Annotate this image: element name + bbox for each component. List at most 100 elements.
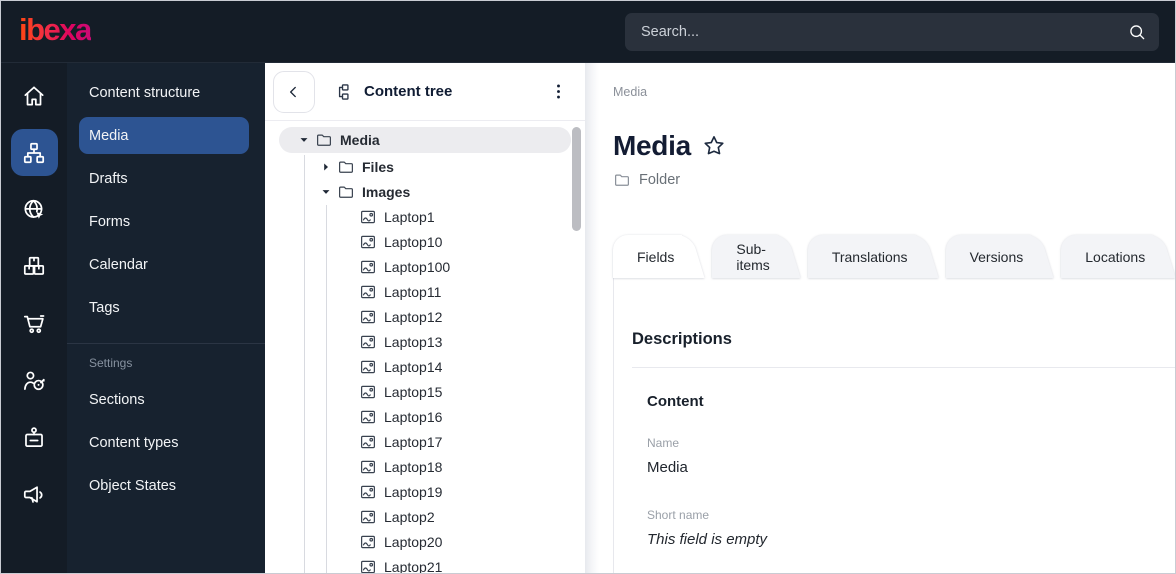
rail-item-audience-target[interactable] — [11, 357, 58, 404]
tree-node-label: Laptop1 — [384, 208, 435, 225]
tree-node-label: Laptop17 — [384, 433, 443, 450]
tree-node-laptop2[interactable]: Laptop2 — [265, 504, 585, 529]
image-icon — [359, 558, 377, 574]
caret-down-icon[interactable] — [295, 131, 313, 149]
folder-icon — [337, 183, 355, 201]
sidebar-item-content-types[interactable]: Content types — [67, 421, 265, 464]
package-boxes-icon — [21, 254, 47, 280]
sidebar-item-tags[interactable]: Tags — [67, 286, 265, 329]
content-tree-body: Media Files Images Laptop1 Laptop10 Laptop100… — [265, 121, 585, 573]
caret-spacer — [339, 333, 357, 351]
caret-spacer — [339, 433, 357, 451]
tree-node-laptop18[interactable]: Laptop18 — [265, 454, 585, 479]
caret-right-icon[interactable] — [317, 158, 335, 176]
tab-sub-items[interactable]: Sub-items — [712, 235, 778, 278]
caret-spacer — [339, 258, 357, 276]
sidebar-item-content-structure[interactable]: Content structure — [67, 71, 265, 114]
caret-spacer — [339, 383, 357, 401]
collapse-tree-button[interactable] — [273, 70, 315, 113]
group-title: Content — [647, 393, 704, 410]
tree-node-laptop13[interactable]: Laptop13 — [265, 329, 585, 354]
breadcrumb[interactable]: Media — [613, 85, 648, 99]
tab-label: Fields — [637, 248, 675, 265]
tree-options-button[interactable] — [543, 74, 573, 110]
image-icon — [359, 433, 377, 451]
tree-node-label: Laptop10 — [384, 233, 443, 250]
ibexa-logo[interactable]: ibexa — [19, 14, 92, 50]
tab-fields[interactable]: Fields — [613, 235, 683, 278]
rail-slot — [11, 295, 58, 352]
tab-versions[interactable]: Versions — [945, 235, 1032, 278]
tree-node-laptop10[interactable]: Laptop10 — [265, 229, 585, 254]
tab-translations[interactable]: Translations — [807, 235, 916, 278]
sidebar-menu: Content structure Media Drafts Forms Calenda… — [67, 63, 265, 573]
content-tree-header: Content tree — [265, 63, 585, 121]
sidebar-item-calendar[interactable]: Calendar — [67, 243, 265, 286]
image-icon — [359, 408, 377, 426]
rail-item-shopping-cart[interactable] — [11, 300, 58, 347]
sidebar-item-label: Calendar — [89, 256, 148, 273]
bookmark-star-icon[interactable] — [701, 133, 727, 159]
rail-item-id-badge[interactable] — [11, 414, 58, 461]
content-tree-panel: Content tree Media Files Images Laptop1 Lapt… — [265, 63, 585, 573]
tree-node-label: Laptop11 — [384, 283, 442, 300]
tree-node-laptop17[interactable]: Laptop17 — [265, 429, 585, 454]
tab-bar: Fields Sub-items Translations Versions Locat… — [613, 235, 1175, 278]
sidebar-item-forms[interactable]: Forms — [67, 200, 265, 243]
rail-slot — [11, 352, 58, 409]
field-label-short-name: Short name — [647, 508, 710, 522]
rail-slot — [11, 466, 58, 523]
tree-node-label: Laptop18 — [384, 458, 443, 475]
caret-down-icon[interactable] — [317, 183, 335, 201]
caret-spacer — [339, 233, 357, 251]
rail-item-megaphone[interactable] — [11, 471, 58, 518]
tree-node-laptop11[interactable]: Laptop11 — [265, 279, 585, 304]
rail-item-globe-cursor[interactable] — [11, 186, 58, 233]
tree-node-laptop14[interactable]: Laptop14 — [265, 354, 585, 379]
rail-slot — [11, 409, 58, 466]
tree-node-laptop16[interactable]: Laptop16 — [265, 404, 585, 429]
global-search — [625, 12, 1159, 51]
tree-node-laptop19[interactable]: Laptop19 — [265, 479, 585, 504]
tree-node-images[interactable]: Images — [265, 179, 585, 204]
tree-scrollbar[interactable] — [572, 127, 581, 231]
sidebar-item-drafts[interactable]: Drafts — [67, 157, 265, 200]
tree-node-media[interactable]: Media — [279, 127, 571, 153]
rail-item-sitemap[interactable] — [10, 129, 58, 176]
tree-node-laptop20[interactable]: Laptop20 — [265, 529, 585, 554]
nav-rail — [1, 63, 67, 573]
image-icon — [359, 333, 377, 351]
rail-slot — [11, 67, 58, 124]
folder-icon — [613, 171, 631, 189]
settings-section-label: Settings — [89, 356, 133, 370]
tree-node-laptop12[interactable]: Laptop12 — [265, 304, 585, 329]
content-tree-icon — [335, 82, 355, 102]
caret-spacer — [339, 458, 357, 476]
tree-node-label: Files — [362, 158, 394, 175]
tree-node-laptop15[interactable]: Laptop15 — [265, 379, 585, 404]
image-icon — [359, 308, 377, 326]
tree-node-label: Laptop2 — [384, 508, 435, 525]
sidebar-item-sections[interactable]: Sections — [67, 378, 265, 421]
sidebar-item-label: Forms — [89, 213, 131, 230]
tree-node-label: Laptop15 — [384, 383, 443, 400]
rail-item-home[interactable] — [11, 72, 58, 119]
rail-slot — [11, 181, 58, 238]
tab-locations[interactable]: Locations — [1061, 235, 1154, 278]
sidebar-item-media[interactable]: Media — [79, 117, 249, 154]
sitemap-icon — [21, 140, 47, 166]
sidebar-item-label: Sections — [89, 391, 145, 408]
image-icon — [359, 208, 377, 226]
tree-node-laptop1[interactable]: Laptop1 — [265, 204, 585, 229]
audience-target-icon — [21, 368, 47, 394]
search-input[interactable] — [625, 12, 1159, 51]
tree-node-label: Laptop16 — [384, 408, 443, 425]
sidebar-item-label: Media — [89, 127, 129, 144]
sidebar-item-object-states[interactable]: Object States — [67, 464, 265, 507]
tree-node-files[interactable]: Files — [265, 154, 585, 179]
tree-node-laptop100[interactable]: Laptop100 — [265, 254, 585, 279]
tree-node-laptop21[interactable]: Laptop21 — [265, 554, 585, 573]
rail-item-package-boxes[interactable] — [11, 243, 58, 290]
field-value-short-name: This field is empty — [647, 531, 768, 548]
tree-guide-line — [326, 205, 327, 573]
